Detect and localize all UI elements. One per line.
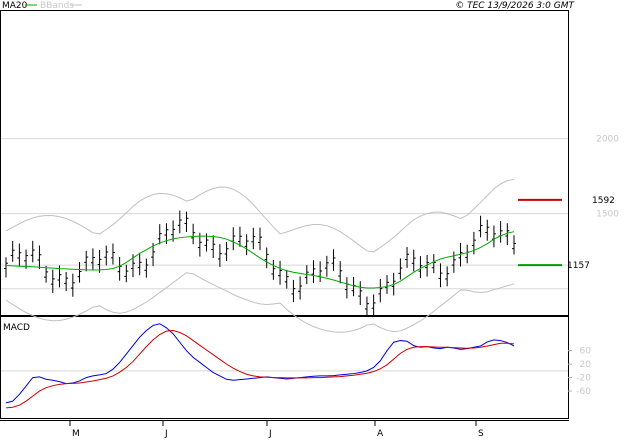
legend-bbands-label: BBands	[40, 1, 74, 11]
ma20-line	[5, 231, 515, 289]
month-tick-label: S	[478, 429, 484, 439]
macd-tick-label: -20	[576, 374, 591, 384]
macd-panel-frame	[0, 316, 569, 419]
macd-panel-title: MACD	[3, 323, 30, 333]
legend-ma20-label: MA20	[2, 1, 28, 11]
macd-lines	[5, 323, 515, 409]
ma20-polyline	[5, 231, 515, 289]
month-tick-label: J	[268, 429, 272, 439]
price-tick-label: 2000	[596, 135, 619, 145]
month-tick-label: J	[164, 429, 168, 439]
grid	[1, 138, 572, 392]
price-levels	[518, 198, 562, 267]
price-panel-frame	[0, 10, 569, 316]
bollinger-bands	[5, 179, 515, 333]
bbands-lower	[5, 272, 515, 333]
resistance-level-label: 1592	[592, 196, 615, 206]
copyright-text: © TEC 13/9/2026 3:0 GMT	[455, 1, 575, 11]
month-tick-label: A	[377, 429, 384, 439]
signal-line	[5, 329, 515, 409]
macd-tick-label: 60	[580, 347, 592, 357]
month-tick-marks	[69, 420, 477, 426]
month-tick-label: M	[72, 429, 80, 439]
price-tick-label: 1500	[596, 210, 619, 220]
legend: MA20 BBands	[2, 1, 82, 11]
bbands-upper	[5, 179, 515, 253]
price-bars	[4, 210, 516, 317]
macd-tick-label: -60	[576, 387, 591, 397]
macd-tick-label: 20	[580, 360, 592, 370]
macd-line	[5, 323, 515, 404]
support-level-label: 1157	[567, 261, 590, 271]
